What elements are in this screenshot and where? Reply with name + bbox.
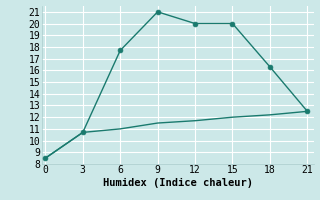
X-axis label: Humidex (Indice chaleur): Humidex (Indice chaleur) <box>103 178 252 188</box>
